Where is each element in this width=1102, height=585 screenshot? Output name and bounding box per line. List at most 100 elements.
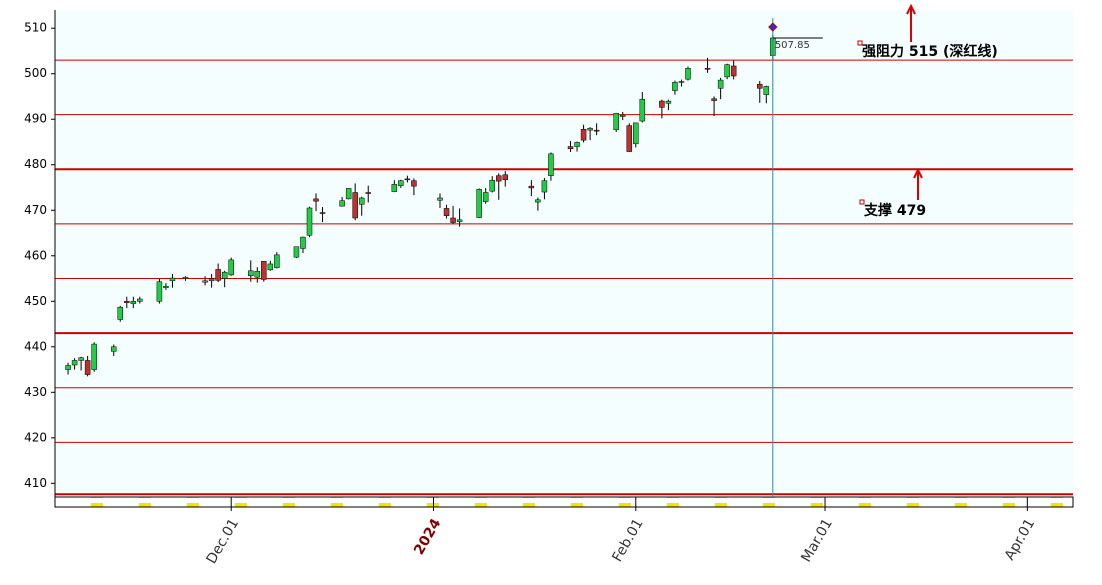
candle-body <box>587 128 593 131</box>
candle-body <box>169 277 176 282</box>
candle-body <box>267 263 274 271</box>
candle-body <box>215 269 221 281</box>
candle-body <box>724 64 730 78</box>
y-tick-label: 430 <box>24 385 47 399</box>
x-tick-label: Mar.01 <box>798 516 836 565</box>
candle-body <box>717 79 724 89</box>
candle-body <box>704 68 711 70</box>
candle-body <box>672 82 678 91</box>
candle-body <box>580 128 587 141</box>
candle-body <box>130 301 137 304</box>
candle-body <box>352 192 358 219</box>
candle-body <box>528 185 535 189</box>
candle-body <box>319 212 326 214</box>
candle-body <box>358 197 365 205</box>
y-tick-label: 510 <box>24 21 47 35</box>
candle-body <box>208 278 215 282</box>
candle-body <box>293 246 300 258</box>
candle-body <box>391 184 398 192</box>
plot-background <box>55 10 1073 497</box>
candle-body <box>489 179 495 192</box>
annotation-marker <box>859 199 865 205</box>
candle-body <box>339 200 345 207</box>
arrow <box>913 167 923 200</box>
candle-body <box>117 306 124 320</box>
candle-body <box>365 192 371 194</box>
candle-body <box>619 114 626 117</box>
candle-body <box>548 153 554 176</box>
candle-body <box>763 86 770 95</box>
candle-body <box>84 360 91 375</box>
candle-body <box>254 271 261 278</box>
candle-body <box>221 271 228 279</box>
x-tick-label: Apr.01 <box>1002 516 1038 563</box>
candle-body <box>228 259 234 276</box>
annotation: 强阻力 515 (深红线) <box>862 43 998 60</box>
candle-body <box>404 178 411 181</box>
x-axis-band <box>54 496 1074 508</box>
candle-body <box>248 270 254 277</box>
candle-body <box>300 236 306 249</box>
candle-body <box>163 286 169 288</box>
candle-body <box>476 189 482 218</box>
candle-body <box>71 360 78 366</box>
candle-body <box>65 365 71 370</box>
candle-body <box>626 125 633 152</box>
last-price-label: 507.85 <box>775 40 810 51</box>
annotation-marker <box>857 40 863 46</box>
y-tick-label: 460 <box>24 248 47 262</box>
y-tick-label: 440 <box>24 339 47 353</box>
candle-body <box>274 254 280 268</box>
candle-body <box>574 142 580 147</box>
y-tick-label: 450 <box>24 294 47 308</box>
candle-body <box>110 346 117 352</box>
y-tick-label: 420 <box>24 430 47 444</box>
candle-body <box>665 100 672 104</box>
high-marker <box>768 22 778 32</box>
candle-body <box>711 98 717 101</box>
candle-body <box>456 219 463 222</box>
candle-body <box>593 129 600 132</box>
candle-body <box>78 357 84 361</box>
candle-body <box>182 276 189 279</box>
y-tick-label: 500 <box>24 66 47 80</box>
candle-body <box>678 81 685 83</box>
candle-body <box>633 122 639 145</box>
candle-body <box>124 301 130 303</box>
x-tick-label: 2024 <box>411 516 444 558</box>
candle-body <box>757 83 763 89</box>
candle-body <box>659 100 665 108</box>
candle-body <box>91 343 97 370</box>
candle-body <box>443 208 450 216</box>
candle-body <box>450 217 456 223</box>
y-tick-label: 410 <box>24 476 47 490</box>
x-tick-label: Feb.01 <box>609 516 646 565</box>
candle-body <box>345 188 352 200</box>
candle-body <box>437 197 443 201</box>
x-tick-label: Dec.01 <box>204 516 243 567</box>
candle-body <box>685 68 691 80</box>
candle-body <box>202 280 208 283</box>
annotation: 支撑 479 <box>863 202 926 219</box>
candle-body <box>567 146 574 150</box>
y-tick-label: 480 <box>24 157 47 171</box>
arrow <box>906 3 916 42</box>
candle-body <box>541 180 548 193</box>
candle-body <box>261 260 267 280</box>
candle-body <box>306 207 313 236</box>
candle-body <box>730 65 737 77</box>
candle-body <box>482 192 489 202</box>
candle-body <box>502 174 509 181</box>
candle-body <box>535 199 541 203</box>
candle-body <box>639 98 646 122</box>
y-tick-label: 490 <box>24 112 47 126</box>
y-tick-label: 470 <box>24 203 47 217</box>
candle-body <box>398 180 404 186</box>
candle-body <box>137 298 143 302</box>
candle-body <box>156 281 163 302</box>
candle-body <box>613 113 619 130</box>
candle-body <box>313 198 319 202</box>
candle-body <box>495 175 502 182</box>
candle-body <box>411 180 417 187</box>
